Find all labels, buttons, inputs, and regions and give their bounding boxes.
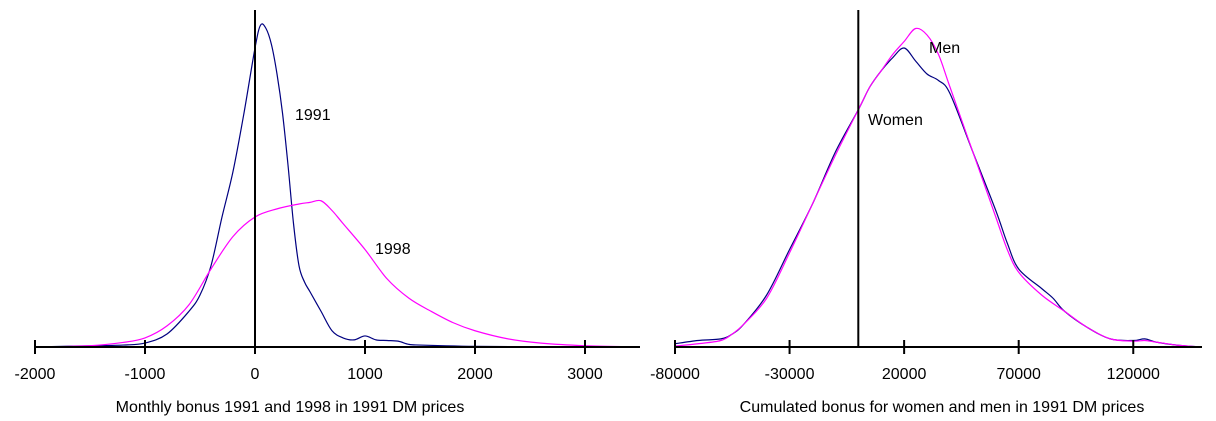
x-tick-label: -30000 [765, 366, 815, 383]
series-label-men: Men [929, 40, 960, 57]
x-axis-title: Cumulated bonus for women and men in 199… [740, 399, 1145, 416]
x-tick-label: -1000 [125, 366, 166, 383]
x-axis-title: Monthly bonus 1991 and 1998 in 1991 DM p… [116, 399, 465, 416]
x-tick-label: 3000 [567, 366, 603, 383]
chart-panel-cumulated-bonus: -80000 -30000 20000 70000 120000 Women Men Cumu… [650, 10, 1203, 416]
series-line-1991 [34, 23, 641, 348]
series-label-1998: 1998 [375, 241, 411, 258]
x-tick-label: -2000 [15, 366, 56, 383]
x-tick-label: 70000 [996, 366, 1041, 383]
x-tick-label: -80000 [650, 366, 700, 383]
series-line-men [674, 27, 1203, 348]
x-tick-label: 0 [251, 366, 260, 383]
x-tick-label: 2000 [457, 366, 493, 383]
x-tick-label: 1000 [347, 366, 383, 383]
series-line-women [674, 47, 1203, 348]
series-label-women: Women [868, 112, 923, 129]
series-line-1998 [34, 199, 641, 348]
chart-panel-monthly-bonus: -2000 -1000 0 1000 2000 3000 1991 1998 Monthly b… [15, 10, 641, 416]
x-tick-label: 20000 [882, 366, 927, 383]
series-label-1991: 1991 [295, 107, 331, 124]
x-tick-label: 120000 [1107, 366, 1160, 383]
